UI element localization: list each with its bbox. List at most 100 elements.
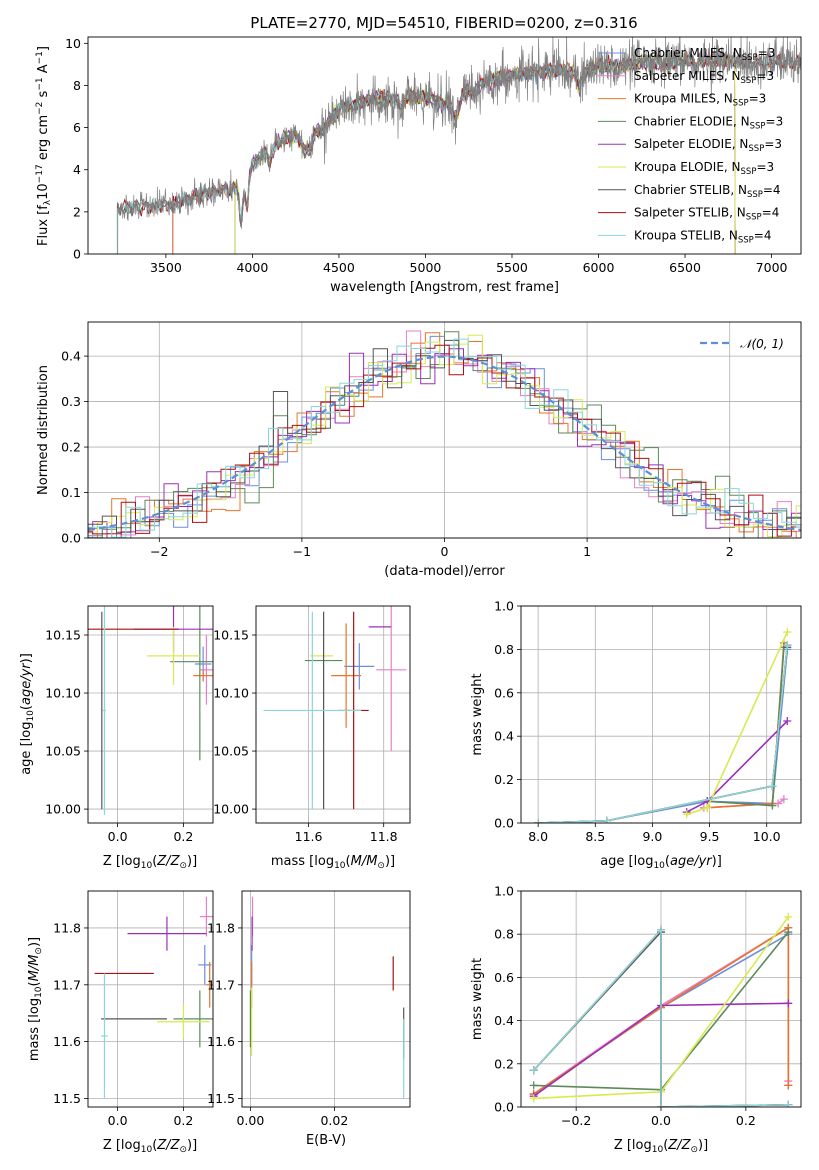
spectrum-xtick-label-0: 3500 [150, 260, 182, 275]
mass_vs_Z-point-8 [101, 973, 108, 1099]
age_vs_mass-xtick-label-1: 11.8 [370, 829, 398, 844]
massweight_vs_Z-marker-5-2 [784, 912, 793, 921]
mass_vs_Z-ylabel: mass [log10(M/M⊙)] [27, 937, 44, 1061]
massweight_vs_Z-ytick-label-4: 0.8 [494, 927, 514, 942]
massweight_vs_age-marker-8-1 [602, 816, 611, 823]
age_vs_Z-axes: 0.0 0.2 10.00 10.05 10.10 10.15 [45, 606, 213, 844]
spectrum-ytick-label-3: 6 [73, 120, 81, 135]
massweight_vs_age-ytick-label-2: 0.4 [494, 729, 514, 744]
massweight_vs_Z-marker-8-3 [784, 1100, 793, 1107]
massweight_vs_age-ylabel: mass weight [470, 673, 485, 755]
residuals-ytick-label-4: 0.4 [61, 349, 81, 364]
massweight_vs_Z-frame [520, 890, 802, 1108]
massweight_vs_Z-marker-3-0 [529, 1081, 538, 1090]
mass_vs_Z-point-4 [127, 916, 207, 951]
massweight_vs_age-marker-5-2 [783, 628, 792, 637]
massweight_vs_age-xtick-label-0: 8.0 [528, 829, 548, 844]
residual-hist-kroupa-stelib [88, 338, 801, 538]
mass_vs_EBV-ytick-label-3: 11.8 [207, 920, 235, 935]
age_vs_Z-xtick-label-0: 0.0 [108, 829, 128, 844]
mass_vs_Z-frame [87, 890, 214, 1108]
legend-entry-nssp-label: , N [729, 206, 746, 220]
age_vs_Z-xlabel: Z [log10(Z/Z⊙)] [103, 854, 197, 871]
residuals-xtick-label-3: 1 [583, 544, 591, 559]
spectrum-model-salpeter-stelib [116, 52, 801, 254]
massweight_vs_age-ytick-label-0: 0.0 [494, 816, 514, 831]
massweight_vs_age-marker-8-3 [783, 641, 792, 650]
massweight_vs_age-lines [534, 628, 792, 823]
mass_vs_Z-ytick-label-1: 11.6 [53, 1034, 81, 1049]
massweight_vs_Z-marker-5-0 [529, 1094, 538, 1103]
mass_vs_EBV-xtick-label-0: 0.00 [236, 1113, 264, 1128]
legend-entry-nssp-sub: SSP [742, 53, 758, 63]
residuals-frame [87, 321, 802, 539]
legend-entry-nssp-value: =3 [756, 69, 774, 83]
age_vs_Z-point-1 [199, 635, 213, 705]
legend-entry-nssp-value: =3 [766, 114, 784, 128]
age_vs_mass-point-0 [344, 643, 375, 690]
legend-entry-nssp-sub: SSP [747, 190, 763, 200]
residuals-ytick-label-1: 0.1 [61, 485, 81, 500]
mass_vs_EBV-ytick-label-1: 11.6 [207, 1034, 235, 1049]
legend-entry-nssp-label: , N [725, 46, 742, 60]
massweight_vs_age-marker-5-1 [703, 803, 712, 812]
spectrum-axes: 3500 4000 4500 5000 5500 6000 6500 7000 0 2 4 6 8 10 [65, 36, 787, 275]
residuals-xtick-label-0: −2 [150, 544, 168, 559]
residuals-ytick-label-3: 0.3 [61, 394, 81, 409]
legend-entry-nssp-label: , N [733, 114, 750, 128]
legend-entry-name: Kroupa STELIB [634, 228, 721, 242]
massweight_vs_Z-ytick-label-2: 0.4 [494, 1013, 514, 1028]
massweight_vs_age-ytick-label-5: 1.0 [494, 599, 514, 614]
age_vs_mass-errorbars [263, 606, 407, 810]
mass_vs_EBV-ytick-label-0: 11.5 [207, 1091, 235, 1106]
legend-entry-nssp-sub: SSP [738, 235, 754, 245]
residuals-xtick-label-4: 2 [726, 544, 734, 559]
legend-entry-nssp-sub: SSP [748, 144, 764, 154]
mass_vs_EBV-ytick-label-2: 11.7 [207, 977, 235, 992]
massweight_vs_Z-marker-8-2 [657, 1103, 665, 1107]
age_vs_mass-xtick-label-0: 11.6 [295, 829, 323, 844]
massweight_vs_age-xlabel: age [log10(age/yr)] [600, 854, 722, 871]
legend-entry-name: Salpeter STELIB [634, 206, 729, 220]
residuals-xtick-label-2: 0 [441, 544, 449, 559]
spectrum-ylabel: Flux [fλ10−17 erg cm−2 s−1 A−1] [35, 46, 53, 246]
legend-entry-nssp-value: =3 [749, 92, 767, 106]
mass_vs_Z-point-2 [206, 962, 213, 1008]
age_vs_Z-point-8 [102, 606, 107, 815]
age_vs_Z-ytick-label-1: 10.05 [45, 744, 81, 759]
massweight_vs_Z-line-kroupa-stelib [533, 927, 789, 1107]
age_vs_mass-point-2 [331, 623, 362, 728]
massweight_vs_Z-ytick-label-0: 0.0 [494, 1100, 514, 1115]
massweight_vs_age-marker-4-2 [783, 717, 792, 726]
legend-entry-nssp-label: , N [730, 183, 747, 197]
massweight_vs_age-line-kroupa-stelib [538, 645, 789, 823]
massweight_vs_Z-ytick-label-3: 0.6 [494, 970, 514, 985]
massweight_vs_age-xtick-label-3: 9.5 [700, 829, 720, 844]
mass_vs_EBV-axes: 0.00 0.02 11.5 11.6 11.7 11.8 [207, 891, 410, 1128]
legend-entry-nssp-value: =4 [754, 228, 772, 242]
massweight_vs_Z-marker-2-3 [784, 1081, 793, 1090]
age_vs_mass-axes: 11.6 11.8 10.00 10.05 10.10 10.15 [213, 606, 410, 844]
massweight_vs_age-frame [520, 605, 802, 824]
legend-entry-nssp-label: , N [732, 137, 749, 151]
age_vs_Z-xtick-label-1: 0.2 [173, 829, 193, 844]
massweight_vs_age-axes: 8.0 8.5 9.0 9.5 10.0 0.0 0.2 0.4 0.6 0.8 1.0 [494, 599, 801, 844]
mass_vs_Z-ytick-label-3: 11.8 [53, 920, 81, 935]
legend-entry-name: Kroupa ELODIE [634, 160, 724, 174]
residuals-xtick-label-1: −1 [293, 544, 311, 559]
mass_vs_Z-xlabel: Z [log10(Z/Z⊙)] [103, 1138, 197, 1155]
legend-entry-2: Kroupa MILES, NSSP=3 [634, 92, 766, 109]
massweight_vs_age-ytick-label-1: 0.2 [494, 772, 514, 787]
residual-hist-chabrier-stelib [88, 339, 801, 538]
spectrum-ytick-label-5: 10 [65, 36, 81, 51]
massweight_vs_Z-xlabel: Z [log10(Z/Z⊙)] [614, 1138, 708, 1155]
legend-entry-nssp-sub: SSP [746, 213, 762, 223]
massweight_vs_age-ytick-label-4: 0.8 [494, 642, 514, 657]
massweight_vs_age-xtick-label-4: 10.0 [753, 829, 781, 844]
mass_vs_Z-ytick-label-2: 11.7 [53, 977, 81, 992]
massweight_vs_age-marker-3-1 [768, 801, 777, 810]
age_vs_Z-point-2 [193, 669, 213, 682]
legend-entry-name: Chabrier MILES [634, 46, 725, 60]
legend-entry-nssp-value: =3 [756, 160, 774, 174]
